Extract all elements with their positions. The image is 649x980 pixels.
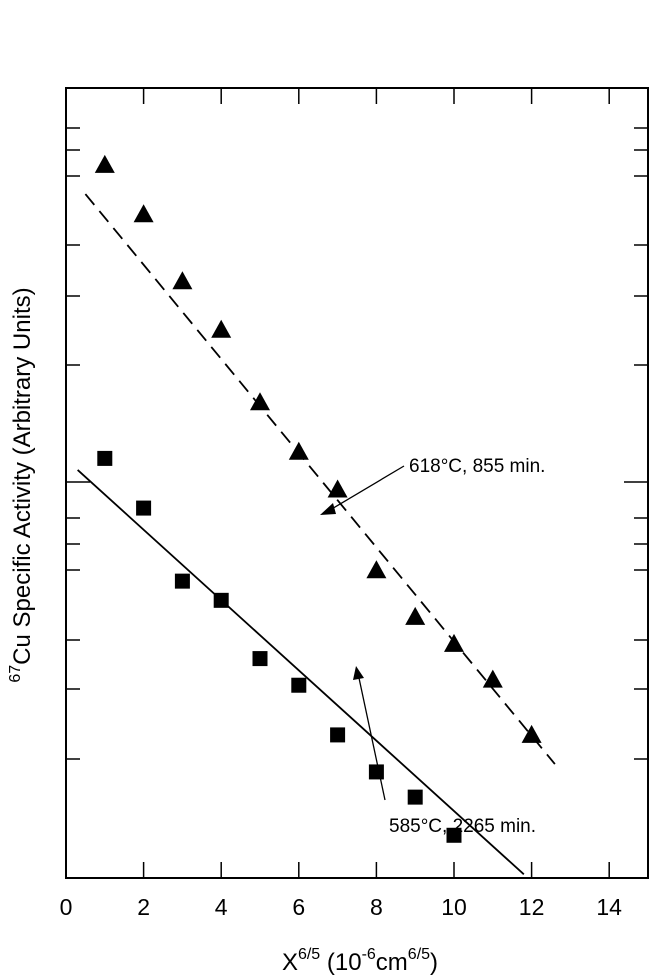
triangle-point [94, 154, 115, 173]
x-title-exp: 6/5 [298, 946, 320, 963]
annotation-618-leader [329, 465, 405, 511]
annotation-618-label: 618°C, 855 min. [409, 456, 545, 477]
triangle-point [288, 441, 309, 460]
x-axis-ticks: 0 2 4 6 8 10 12 14 [60, 88, 622, 920]
x-title-unit-open: (10 [320, 949, 361, 976]
y-title-text: Cu Specific Activity (Arbitrary Units) [9, 287, 36, 664]
triangle-point [366, 560, 387, 579]
triangle-point [521, 724, 542, 743]
square-point [446, 827, 462, 843]
annotation-585-label: 585°C, 2265 min. [389, 816, 536, 837]
square-point [252, 651, 268, 667]
y-title-iso: 67 [7, 665, 24, 683]
x-title-unit-exp2: 6/5 [408, 946, 430, 963]
x-title-unit-mid: cm [376, 949, 408, 976]
square-point [291, 677, 307, 693]
annotation-618: 618°C, 855 min. [320, 456, 545, 515]
annotation-585-leader [358, 677, 386, 801]
x-tick-label: 2 [137, 894, 150, 920]
annotation-585: 585°C, 2265 min. [353, 666, 536, 837]
y-axis-ticks [66, 127, 648, 760]
x-tick-label: 4 [215, 894, 228, 920]
square-point [97, 450, 113, 466]
triangle-point [250, 392, 270, 411]
square-point [136, 500, 152, 516]
x-axis-title: X6/5 (10-6cm6/5) [282, 946, 438, 976]
y-axis-title: 67Cu Specific Activity (Arbitrary Units) [7, 287, 36, 682]
fit-line-series-1 [77, 469, 525, 875]
x-tick-label: 6 [292, 894, 305, 920]
plot-frame [65, 87, 649, 879]
triangle-point [211, 319, 232, 338]
x-title-unit-exp: -6 [362, 946, 376, 963]
triangle-point [482, 669, 503, 688]
x-title-unit-close: ) [430, 949, 438, 976]
x-tick-label: 10 [441, 894, 467, 920]
triangle-point [444, 633, 464, 652]
x-tick-label: 14 [596, 894, 622, 920]
fit-lines [77, 193, 556, 875]
data-points [94, 154, 542, 843]
annotation-585-arrowhead [353, 666, 364, 680]
triangle-point [327, 479, 348, 498]
annotation-618-arrowhead [320, 503, 336, 515]
triangle-point [172, 271, 193, 290]
square-point [368, 764, 384, 780]
triangle-point [405, 606, 426, 625]
x-tick-label: 8 [370, 894, 383, 920]
square-point [407, 789, 423, 805]
square-point [174, 573, 190, 589]
triangle-point [133, 204, 154, 223]
x-tick-label: 12 [519, 894, 545, 920]
fit-line-series-0 [84, 193, 556, 765]
square-point [330, 727, 346, 743]
x-title-base: X [282, 949, 298, 976]
x-tick-label: 0 [60, 894, 73, 920]
square-point [213, 592, 229, 608]
